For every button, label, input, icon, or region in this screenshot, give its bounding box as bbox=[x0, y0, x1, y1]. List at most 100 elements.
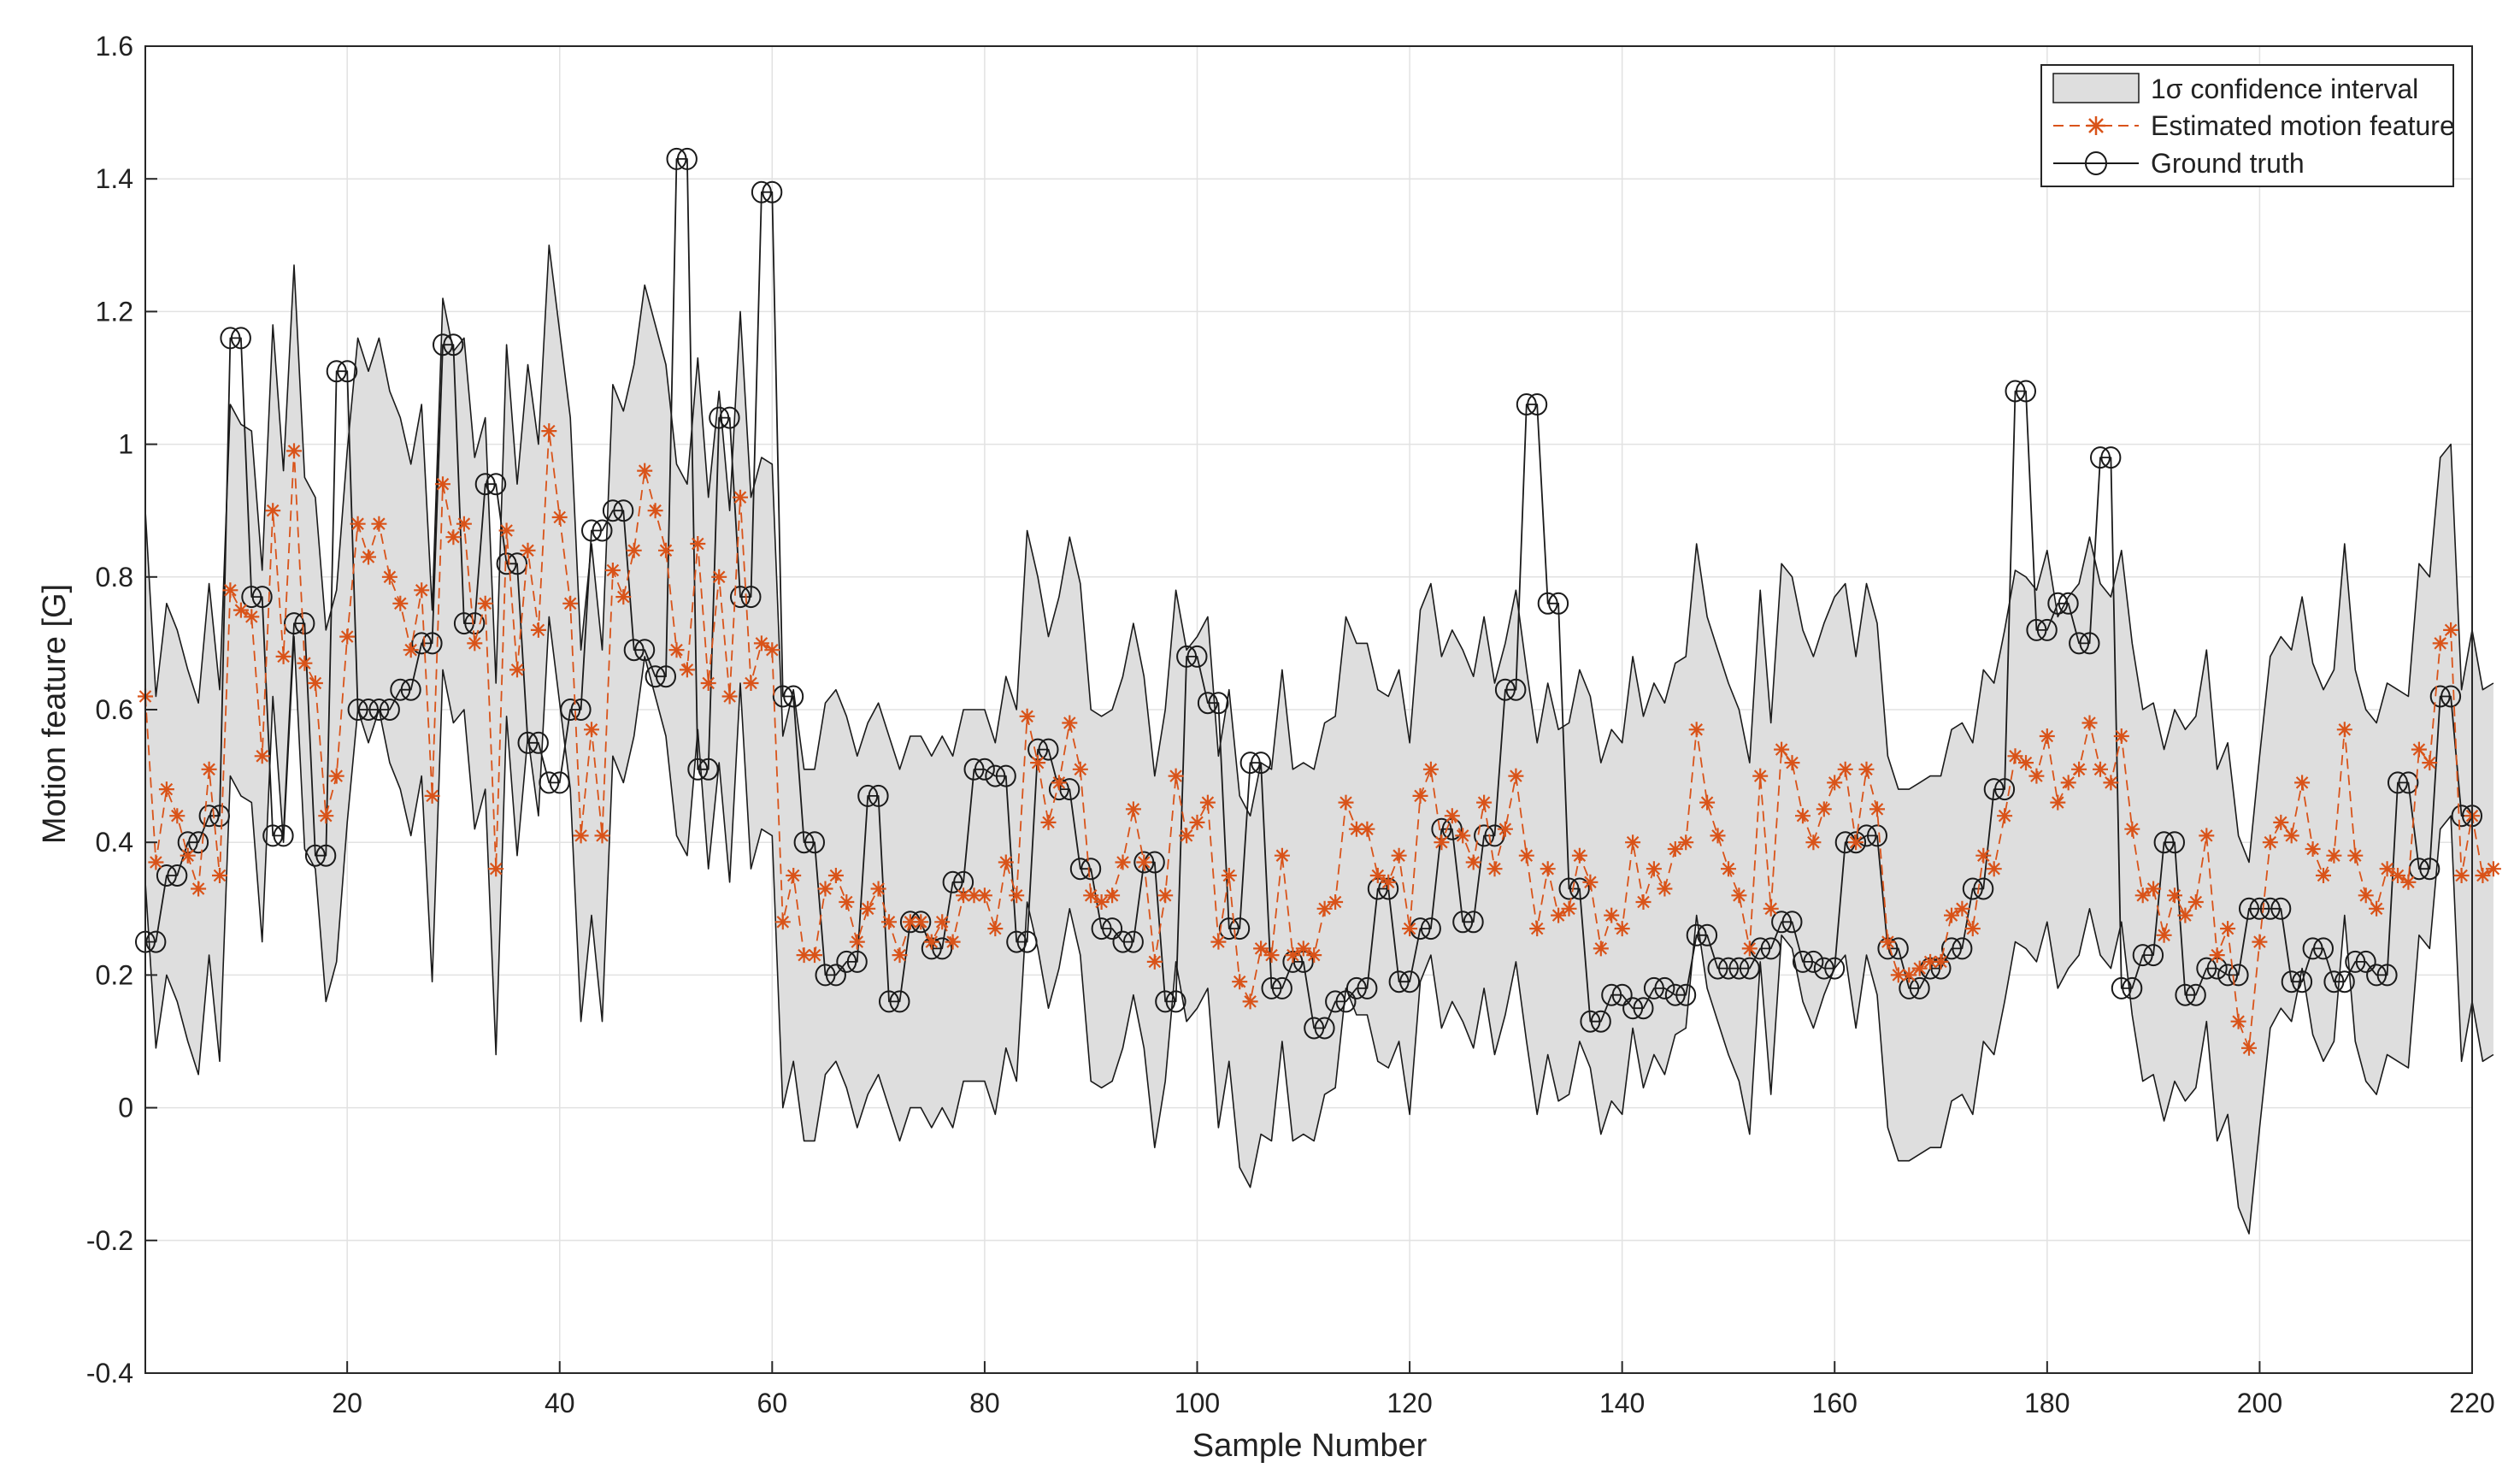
ground-truth-marker bbox=[2270, 897, 2292, 920]
estimated-marker bbox=[1232, 974, 1248, 990]
estimated-marker bbox=[2347, 847, 2364, 864]
estimated-marker bbox=[361, 549, 376, 565]
ground-truth-marker bbox=[1229, 917, 1251, 940]
ground-truth-marker bbox=[145, 930, 167, 953]
ground-truth-marker bbox=[1537, 592, 1558, 615]
estimated-marker bbox=[1837, 761, 1853, 777]
x-tick-label: 100 bbox=[1175, 1388, 1220, 1418]
ground-truth-marker bbox=[857, 784, 879, 807]
ground-truth-marker bbox=[2323, 970, 2345, 993]
ground-truth-marker bbox=[846, 950, 868, 973]
estimated-marker bbox=[1051, 775, 1067, 791]
ground-truth-marker bbox=[1251, 752, 1272, 775]
estimated-marker bbox=[2103, 775, 2119, 791]
estimated-marker bbox=[1518, 847, 1534, 864]
estimated-marker bbox=[2432, 635, 2448, 652]
estimated-marker bbox=[1848, 834, 1864, 851]
ground-truth-marker bbox=[1176, 645, 1198, 668]
estimated-marker bbox=[1083, 887, 1099, 904]
estimated-marker bbox=[1551, 907, 1567, 923]
estimated-marker bbox=[1285, 947, 1301, 964]
estimated-marker bbox=[1731, 887, 1747, 904]
ground-truth-marker bbox=[1793, 950, 1813, 973]
estimated-marker bbox=[424, 787, 440, 804]
ground-truth-marker bbox=[294, 612, 315, 635]
estimated-marker bbox=[1593, 940, 1609, 957]
ground-truth-marker bbox=[2122, 976, 2143, 999]
estimated-marker bbox=[381, 569, 397, 585]
ground-truth-marker bbox=[1133, 851, 1155, 874]
ground-truth-marker bbox=[1155, 990, 1176, 1013]
estimated-marker bbox=[870, 881, 886, 897]
estimated-marker bbox=[807, 947, 822, 964]
estimated-marker bbox=[1752, 768, 1769, 784]
ground-truth-marker bbox=[592, 519, 613, 542]
estimated-marker bbox=[753, 635, 769, 652]
estimated-marker bbox=[594, 828, 610, 844]
estimated-marker bbox=[987, 921, 1004, 937]
confidence-band bbox=[145, 245, 2494, 1234]
estimated-marker bbox=[1093, 894, 1110, 910]
estimated-marker bbox=[1455, 828, 1471, 844]
estimated-marker bbox=[721, 688, 738, 705]
ground-truth-marker bbox=[539, 771, 560, 794]
estimated-marker bbox=[849, 934, 865, 950]
ground-truth-marker bbox=[2398, 771, 2419, 794]
estimated-marker bbox=[2443, 622, 2459, 638]
ground-truth-marker bbox=[1102, 917, 1123, 940]
estimated-marker bbox=[350, 516, 366, 532]
x-axis-label: Sample Number bbox=[1192, 1428, 1428, 1464]
ground-truth-marker bbox=[1867, 824, 1887, 847]
ground-truth-marker bbox=[2026, 618, 2047, 641]
ground-truth-marker bbox=[740, 586, 762, 609]
ground-truth-marker bbox=[1038, 738, 1059, 761]
y-tick-label: -0.4 bbox=[86, 1358, 133, 1389]
estimated-marker bbox=[2039, 728, 2055, 744]
ground-truth-marker bbox=[2334, 970, 2355, 993]
legend-band-label: 1σ confidence interval bbox=[2151, 74, 2418, 104]
ground-truth-marker bbox=[751, 180, 772, 203]
y-tick-label: -0.2 bbox=[86, 1225, 133, 1256]
ground-truth-marker bbox=[815, 964, 836, 987]
ground-truth-marker bbox=[1675, 983, 1697, 1006]
estimated-marker bbox=[1115, 854, 1131, 870]
ground-truth-marker bbox=[762, 180, 783, 203]
ground-truth-marker bbox=[304, 844, 326, 867]
ground-truth-marker bbox=[1824, 957, 1846, 980]
estimated-marker bbox=[1911, 960, 1928, 976]
estimated-marker bbox=[1508, 768, 1524, 784]
estimated-marker bbox=[403, 642, 419, 658]
ground-truth-marker bbox=[2005, 380, 2026, 403]
estimated-marker bbox=[2379, 861, 2395, 877]
estimated-marker bbox=[1221, 868, 1237, 883]
ground-truth-marker bbox=[156, 864, 177, 887]
estimated-marker bbox=[562, 595, 579, 611]
ground-truth-marker bbox=[2388, 771, 2408, 794]
estimated-marker bbox=[1497, 821, 1513, 837]
estimated-marker bbox=[966, 887, 982, 904]
estimated-marker bbox=[1157, 887, 1174, 904]
estimated-marker bbox=[2358, 887, 2374, 904]
estimated-marker bbox=[1944, 907, 1959, 923]
ground-truth-marker bbox=[1718, 957, 1739, 980]
estimated-marker bbox=[2241, 1040, 2257, 1056]
estimated-marker bbox=[839, 894, 855, 910]
ground-truth-marker bbox=[709, 406, 730, 429]
estimated-marker bbox=[881, 914, 897, 930]
estimated-marker bbox=[1741, 940, 1758, 957]
ground-truth-marker bbox=[1091, 917, 1112, 940]
estimated-marker bbox=[2199, 828, 2215, 844]
y-tick-label: 0 bbox=[118, 1093, 133, 1123]
ground-truth-marker bbox=[1357, 976, 1378, 999]
ground-truth-marker bbox=[443, 333, 464, 357]
estimated-marker bbox=[2252, 934, 2268, 950]
ground-truth-marker bbox=[1325, 990, 1346, 1013]
estimated-marker bbox=[445, 529, 462, 545]
estimated-marker bbox=[1975, 847, 1992, 864]
estimated-marker bbox=[1040, 814, 1057, 830]
estimated-marker bbox=[318, 808, 334, 824]
estimated-marker bbox=[1678, 834, 1694, 851]
estimated-marker bbox=[286, 443, 302, 459]
ground-truth-marker bbox=[2153, 831, 2175, 854]
